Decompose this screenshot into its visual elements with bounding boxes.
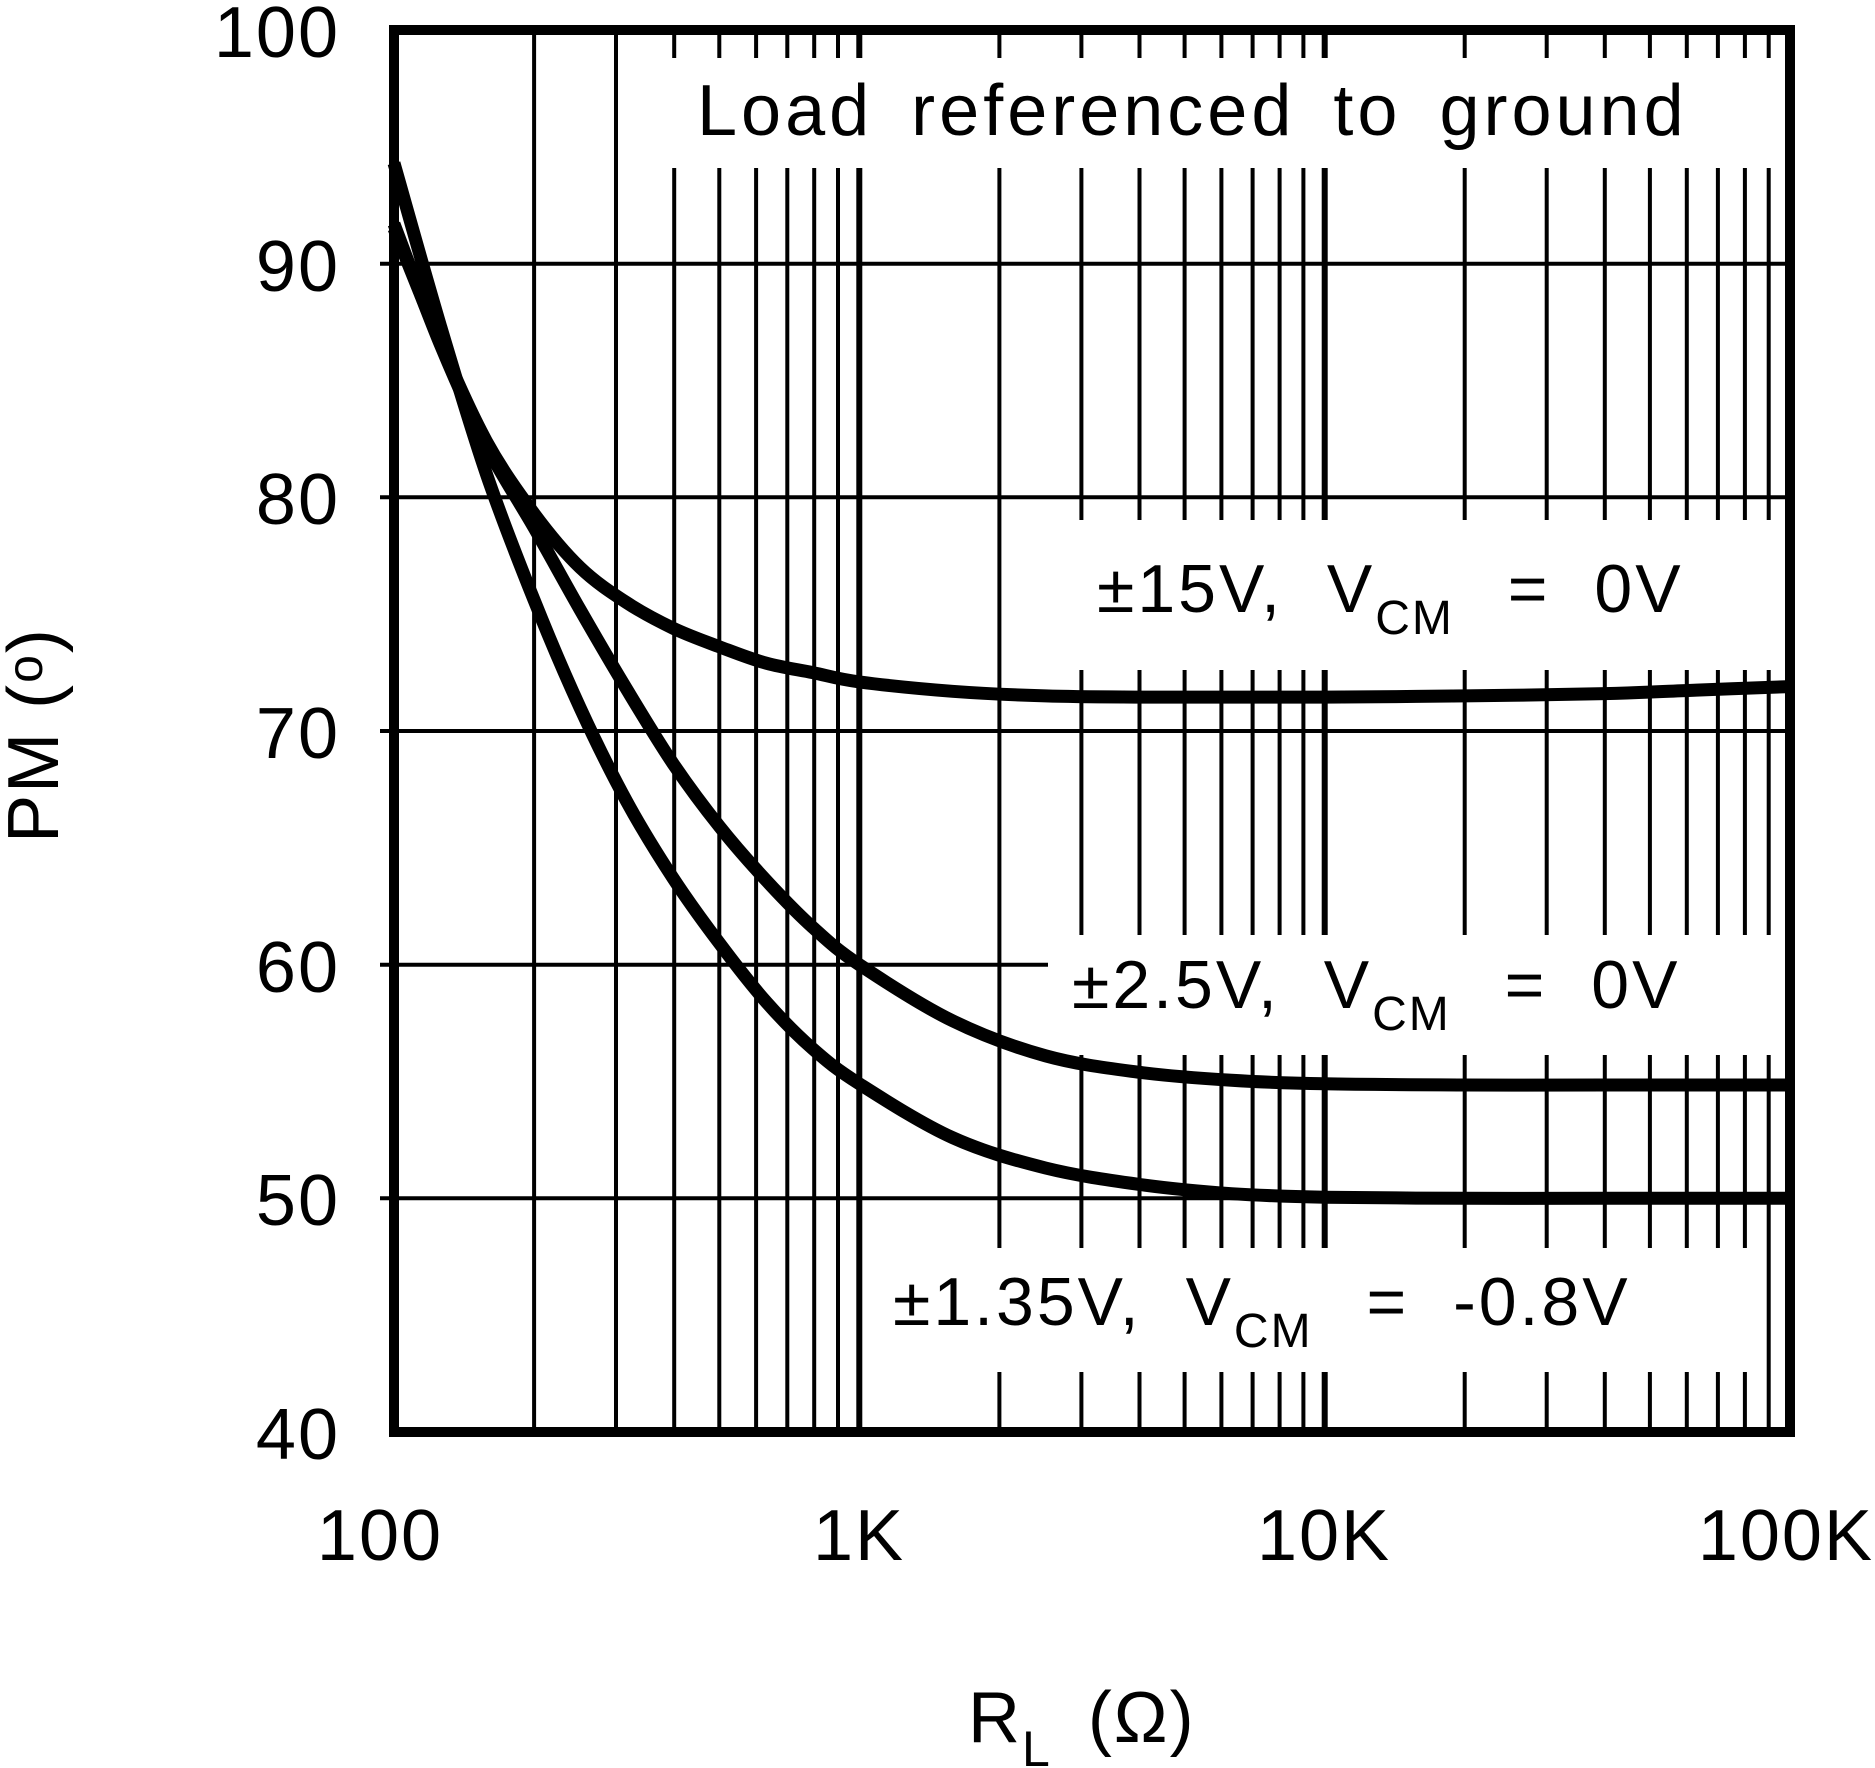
annotation-2v5: ±2.5V, VCM = 0V — [1072, 947, 1680, 1041]
y-tick-40: 40 — [256, 1395, 340, 1475]
pm-curves — [387, 161, 1791, 1205]
annotation-1v35-main: ±1.35V, V — [893, 1264, 1234, 1340]
annotation-2v5-value: = 0V — [1461, 947, 1681, 1023]
annotation-1v35-subscript: CM — [1234, 1305, 1313, 1358]
annotation-15v-main: ±15V, V — [1097, 551, 1375, 627]
annotation-15v-subscript: CM — [1375, 592, 1454, 645]
y-tick-100: 100 — [214, 0, 340, 73]
annotation-15v-value: = 0V — [1464, 551, 1684, 627]
annotation-1v35: ±1.35V, VCM = -0.8V — [893, 1264, 1631, 1358]
curve-pm-2v5 — [387, 221, 1790, 1092]
curve-pm-1v35 — [387, 161, 1790, 1205]
label-mask — [1070, 520, 1788, 670]
label-mask — [878, 1248, 1757, 1372]
y-axis-title-close: ) — [0, 627, 74, 653]
x-tick-100: 100 — [317, 1496, 443, 1576]
y-axis-title: PM (o) — [0, 627, 74, 843]
degree-symbol: o — [0, 653, 53, 683]
x-axis-title-subscript: L — [1022, 1721, 1052, 1768]
x-axis-tick-labels: 100 1K 10K 100K — [317, 1496, 1874, 1576]
y-tick-70: 70 — [256, 694, 340, 774]
x-tick-10k: 10K — [1257, 1496, 1391, 1576]
y-tick-90: 90 — [256, 227, 340, 307]
annotation-1v35-value: = -0.8V — [1323, 1264, 1631, 1340]
annotation-15v: ±15V, VCM = 0V — [1097, 551, 1684, 645]
annotation-2v5-subscript: CM — [1372, 988, 1451, 1041]
plot-border — [389, 25, 1795, 1437]
y-axis-title-text: PM ( — [0, 683, 74, 843]
annotation-2v5-main: ±2.5V, V — [1072, 947, 1372, 1023]
x-axis-title: RL (Ω) — [968, 1678, 1196, 1768]
x-tick-1k: 1K — [813, 1496, 905, 1576]
label-masks — [620, 58, 1788, 1372]
y-tick-50: 50 — [256, 1161, 340, 1241]
x-axis-title-units: (Ω) — [1066, 1678, 1196, 1758]
label-mask — [1048, 935, 1788, 1055]
x-axis-title-symbol: R — [968, 1678, 1022, 1758]
y-tick-80: 80 — [256, 460, 340, 540]
plot-title: Load referenced to ground — [697, 71, 1688, 151]
x-tick-100k: 100K — [1698, 1496, 1874, 1576]
label-mask — [620, 58, 1780, 168]
y-axis-tick-labels: 100 90 80 70 60 50 40 — [214, 0, 340, 1475]
y-tick-60: 60 — [256, 928, 340, 1008]
plot-frame — [389, 25, 1795, 1437]
